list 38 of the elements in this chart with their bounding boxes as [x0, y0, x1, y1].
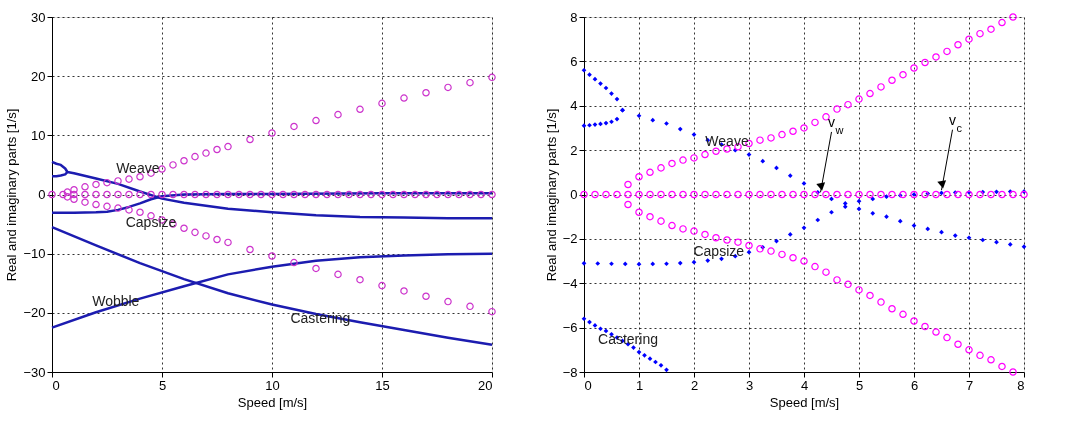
annotation: Weave [116, 160, 160, 177]
y-tick-label: 10 [31, 127, 46, 143]
annotation: Castering [290, 310, 351, 327]
x-tick-label: 1 [635, 377, 644, 393]
x-tick-label: 15 [375, 377, 390, 393]
x-tick-label: 4 [800, 377, 809, 393]
y-tick-label: 4 [570, 98, 578, 114]
y-tick-label: −2 [562, 231, 578, 247]
y-tick-label: −10 [23, 246, 46, 262]
y-tick-label: −8 [562, 364, 578, 380]
y-tick-label: 6 [570, 53, 578, 69]
annotation: Wobble [92, 292, 140, 309]
x-tick-label: 2 [690, 377, 699, 393]
y-tick-label: 20 [31, 68, 46, 84]
x-tick-label: 3 [745, 377, 754, 393]
y-axis-title: Real and imaginary parts [1/s] [543, 108, 559, 282]
x-tick-label: 8 [1017, 377, 1025, 393]
x-tick-label: 20 [478, 377, 493, 393]
y-tick-label: 0 [38, 187, 46, 202]
x-tick-label: 0 [52, 377, 60, 393]
y-tick-label: 2 [570, 142, 578, 158]
y-tick-label: −30 [23, 364, 46, 380]
y-axis-title: Real and imaginary parts [1/s] [4, 108, 20, 282]
y-tick-label: 8 [570, 9, 578, 25]
x-tick-label: 7 [965, 377, 974, 393]
x-tick-label: 5 [158, 377, 167, 393]
y-tick-label: −6 [562, 320, 578, 336]
x-tick-label: 6 [910, 377, 919, 393]
y-tick-label: 30 [31, 9, 46, 25]
x-axis-title: Speed [m/s] [769, 394, 840, 410]
x-tick-label: 10 [265, 377, 280, 393]
annotation: Capsize [693, 243, 745, 260]
y-tick-label: 0 [570, 187, 578, 202]
y-tick-label: −20 [23, 305, 46, 321]
y-tick-label: −4 [562, 275, 578, 291]
x-axis-title: Speed [m/s] [237, 394, 308, 410]
x-tick-label: 0 [584, 377, 592, 393]
x-tick-label: 5 [855, 377, 864, 393]
